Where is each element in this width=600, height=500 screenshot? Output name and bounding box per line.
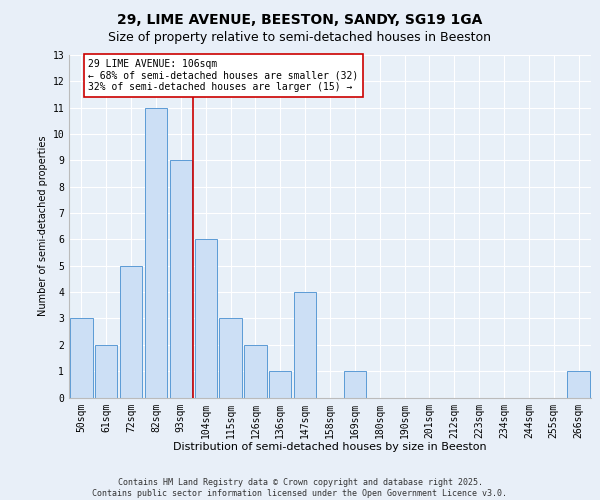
X-axis label: Distribution of semi-detached houses by size in Beeston: Distribution of semi-detached houses by … [173,442,487,452]
Bar [269,371,292,398]
Bar [194,240,217,398]
Bar [145,108,167,398]
Bar [95,345,118,398]
Bar [294,292,316,398]
Y-axis label: Number of semi-detached properties: Number of semi-detached properties [38,136,48,316]
Text: Size of property relative to semi-detached houses in Beeston: Size of property relative to semi-detach… [109,31,491,44]
Bar [170,160,192,398]
Bar [120,266,142,398]
Bar [70,318,92,398]
Bar [244,345,266,398]
Text: Contains HM Land Registry data © Crown copyright and database right 2025.
Contai: Contains HM Land Registry data © Crown c… [92,478,508,498]
Text: 29 LIME AVENUE: 106sqm
← 68% of semi-detached houses are smaller (32)
32% of sem: 29 LIME AVENUE: 106sqm ← 68% of semi-det… [88,59,359,92]
Bar [344,371,366,398]
Bar [568,371,590,398]
Text: 29, LIME AVENUE, BEESTON, SANDY, SG19 1GA: 29, LIME AVENUE, BEESTON, SANDY, SG19 1G… [118,12,482,26]
Bar [220,318,242,398]
